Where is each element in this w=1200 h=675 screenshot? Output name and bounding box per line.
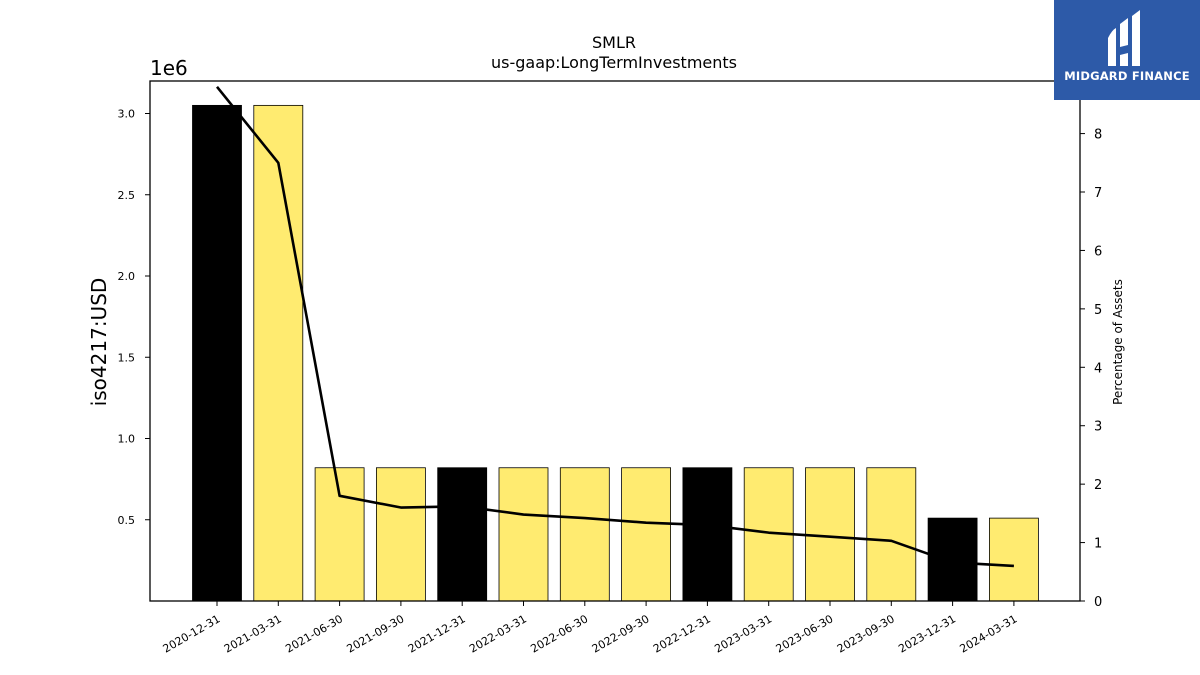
- bar-2020-12-31: [192, 104, 242, 602]
- y-tick-label: 3.0: [118, 108, 136, 121]
- x-tick-label: 2023-12-31: [896, 612, 958, 655]
- bar-2024-03-31: [989, 517, 1039, 602]
- y2-tick-label: 1: [1094, 537, 1102, 552]
- x-tick-label: 2021-09-30: [345, 612, 407, 655]
- chart-title: SMLR: [592, 33, 636, 52]
- bar-2021-12-31: [437, 467, 488, 602]
- y2-tick-label: 2: [1094, 478, 1102, 493]
- bar-2023-12-31: [927, 517, 978, 602]
- x-tick-label: 2022-12-31: [651, 612, 713, 655]
- y2-tick-label: 6: [1094, 244, 1102, 259]
- x-tick-label: 2021-06-30: [283, 612, 345, 655]
- x-tick-label: 2021-12-31: [406, 612, 468, 655]
- y2-tick-label: 0: [1094, 595, 1102, 610]
- plot-frame: [149, 80, 1081, 602]
- x-tick-label: 2020-12-31: [161, 612, 223, 655]
- x-tick-label: 2022-03-31: [467, 612, 529, 655]
- bar-2021-09-30: [375, 467, 426, 602]
- y2-tick-label: 5: [1094, 303, 1102, 318]
- y-tick-label: 1.0: [118, 433, 136, 446]
- logo-text: MIDGARD FINANCE: [1064, 69, 1190, 83]
- y2-axis-label: Percentage of Assets: [1111, 279, 1125, 405]
- y2-tick-label: 3: [1094, 420, 1102, 435]
- bar-2021-03-31: [253, 104, 304, 602]
- y-tick-label: 2.5: [118, 189, 136, 202]
- y2-tick-label: 4: [1094, 361, 1102, 376]
- y-tick-label: 1.5: [118, 351, 136, 364]
- bar-2023-09-30: [866, 467, 917, 602]
- x-tick-label: 2022-09-30: [590, 612, 652, 655]
- x-tick-label: 2022-06-30: [528, 612, 590, 655]
- chart-subtitle: us-gaap:LongTermInvestments: [491, 53, 737, 72]
- bar-2022-06-30: [559, 467, 610, 602]
- y-tick-label: 2.0: [118, 270, 136, 283]
- bar-2022-12-31: [682, 467, 733, 602]
- bar-2022-03-31: [498, 467, 549, 602]
- x-tick-label: 2023-03-31: [712, 612, 774, 655]
- percentage-of-assets-line: [215, 86, 1014, 568]
- x-tick-label: 2023-09-30: [835, 612, 897, 655]
- x-tick-label: 2021-03-31: [222, 612, 284, 655]
- y-tick-label: 0.5: [118, 514, 136, 527]
- bar-2022-09-30: [621, 467, 671, 602]
- x-tick-label: 2024-03-31: [958, 612, 1020, 655]
- brand-logo: MIDGARD FINANCE: [1054, 0, 1200, 100]
- logo-mark-icon: [1108, 10, 1140, 66]
- bar-2021-06-30: [314, 467, 365, 602]
- y2-tick-label: 7: [1094, 186, 1102, 201]
- x-tick-label: 2023-06-30: [774, 612, 836, 655]
- y-axis-label: iso4217:USD: [87, 278, 111, 407]
- y-exponent-label: 1e6: [150, 56, 188, 80]
- y2-tick-label: 8: [1094, 128, 1102, 143]
